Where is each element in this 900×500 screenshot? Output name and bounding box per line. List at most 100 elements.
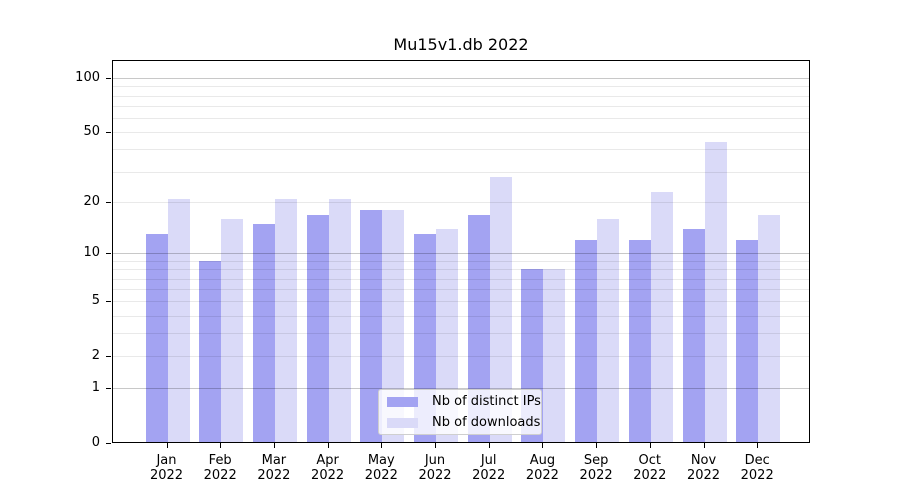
x-tick-label-aug: Aug 2022: [514, 453, 570, 483]
minor-gridline: [113, 95, 809, 97]
y-tick-mark: [106, 356, 111, 358]
x-tick-mark: [273, 443, 275, 448]
minor-gridline: [113, 269, 809, 271]
x-tick-mark: [703, 443, 705, 448]
minor-gridline: [113, 278, 809, 280]
x-tick-mark: [381, 443, 383, 448]
bar-downloads-dec: [758, 214, 781, 442]
x-tick-label-feb: Feb 2022: [192, 453, 248, 483]
bar-downloads-mar: [274, 198, 297, 442]
bar-downloads-jun: [436, 228, 458, 442]
year-label: 2022: [364, 468, 398, 483]
y-tick-mark: [106, 253, 111, 255]
x-tick-mark: [488, 443, 490, 448]
year-label: 2022: [525, 468, 559, 483]
bar-distinct-ips-jan: [145, 234, 168, 442]
major-gridline: [113, 253, 809, 255]
month-label: Jan: [156, 453, 177, 468]
y-tick-mark: [106, 132, 111, 134]
month-label: Mar: [261, 453, 287, 468]
bar-downloads-jan: [167, 198, 190, 442]
minor-gridline: [113, 202, 809, 204]
grid-layer: [113, 61, 809, 442]
y-tick-mark: [106, 78, 111, 80]
x-tick-mark: [596, 443, 598, 448]
x-tick-mark: [542, 443, 544, 448]
x-tick-label-mar: Mar 2022: [246, 453, 302, 483]
x-tick-mark: [757, 443, 759, 448]
minor-gridline: [113, 356, 809, 358]
y-tick-label: 20: [83, 194, 100, 210]
y-tick-mark: [106, 202, 111, 204]
bar-distinct-ips-mar: [252, 223, 275, 442]
major-gridline: [113, 78, 809, 80]
legend-swatch-downloads: [387, 417, 418, 428]
year-label: 2022: [311, 468, 345, 483]
minor-gridline: [113, 149, 809, 151]
month-label: May: [367, 453, 395, 468]
bar-distinct-ips-may: [360, 210, 383, 442]
bar-distinct-ips-oct: [628, 240, 651, 442]
month-label: Aug: [529, 453, 556, 468]
x-tick-label-jan: Jan 2022: [139, 453, 195, 483]
year-label: 2022: [472, 468, 506, 483]
y-tick-label: 1: [91, 380, 100, 396]
x-tick-mark: [435, 443, 436, 448]
x-tick-label-jun: Jun 2022: [407, 453, 463, 483]
y-tick-mark: [106, 388, 111, 390]
legend-swatch-distinct-ips: [387, 396, 418, 407]
minor-gridline: [113, 315, 809, 317]
x-tick-mark: [166, 443, 168, 448]
x-tick-mark: [649, 443, 651, 448]
bar-downloads-oct: [650, 191, 673, 442]
chart-title: Mu15v1.db 2022: [393, 35, 529, 54]
bar-downloads-may: [382, 210, 405, 442]
month-label: Nov: [690, 453, 717, 468]
year-label: 2022: [579, 468, 613, 483]
bar-downloads-aug: [543, 269, 566, 442]
legend-item-distinct-ips: Nb of distinct IPs: [379, 391, 541, 412]
year-label: 2022: [418, 468, 452, 483]
bars-layer: [113, 61, 809, 442]
plot-area: [112, 60, 810, 443]
x-tick-label-jul: Jul 2022: [461, 453, 517, 483]
x-tick-label-may: May 2022: [353, 453, 409, 483]
bar-distinct-ips-jul: [467, 214, 490, 442]
x-tick-label-dec: Dec 2022: [729, 453, 785, 483]
y-tick-mark: [106, 301, 111, 303]
year-label: 2022: [740, 468, 774, 483]
minor-gridline: [113, 261, 809, 262]
bar-distinct-ips-dec: [736, 240, 759, 442]
minor-gridline: [113, 86, 809, 88]
year-label: 2022: [149, 468, 184, 483]
year-label: 2022: [203, 468, 237, 483]
y-tick-label: 5: [91, 293, 100, 309]
y-tick-mark: [106, 443, 111, 444]
minor-gridline: [113, 333, 809, 335]
x-tick-label-apr: Apr 2022: [300, 453, 356, 483]
bar-distinct-ips-apr: [306, 214, 329, 442]
legend-label: Nb of downloads: [432, 415, 541, 430]
x-tick-label-oct: Oct 2022: [622, 453, 678, 483]
bar-downloads-nov: [704, 142, 727, 442]
minor-gridline: [113, 106, 809, 108]
legend: Nb of distinct IPs Nb of downloads: [378, 389, 542, 435]
minor-gridline: [113, 171, 809, 173]
major-gridline: [113, 388, 809, 390]
year-label: 2022: [257, 468, 291, 483]
month-label: Oct: [638, 453, 662, 468]
minor-gridline: [113, 132, 809, 134]
minor-gridline: [113, 301, 809, 303]
bar-distinct-ips-sep: [575, 240, 598, 442]
year-label: 2022: [686, 468, 721, 483]
bar-downloads-sep: [597, 219, 620, 442]
x-tick-mark: [327, 443, 329, 448]
y-tick-label: 100: [75, 70, 100, 86]
month-label: Apr: [316, 453, 339, 468]
month-label: Dec: [744, 453, 770, 468]
bar-downloads-jul: [489, 176, 512, 442]
x-tick-mark: [220, 443, 222, 448]
x-tick-label-nov: Nov 2022: [676, 453, 732, 483]
legend-label: Nb of distinct IPs: [432, 394, 541, 409]
